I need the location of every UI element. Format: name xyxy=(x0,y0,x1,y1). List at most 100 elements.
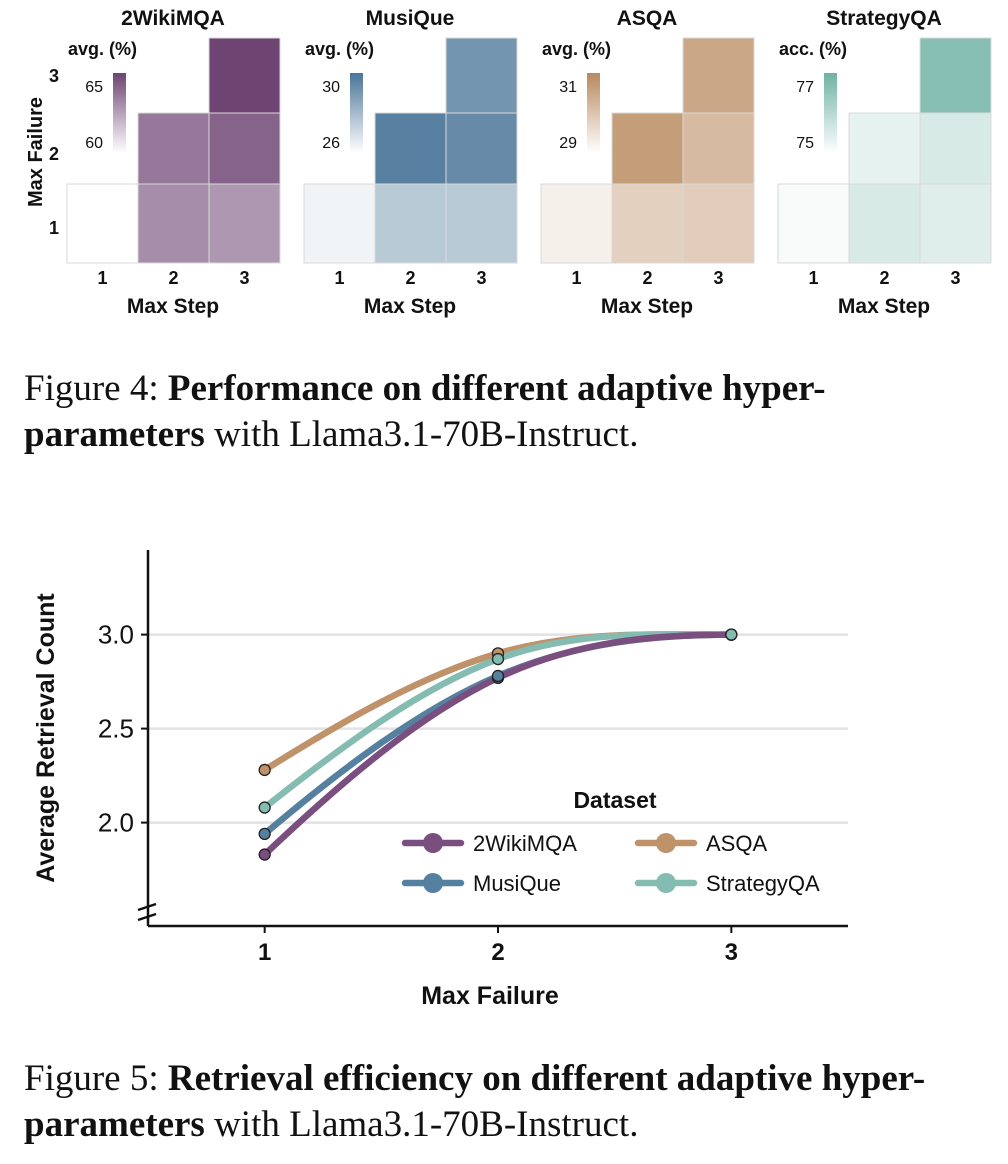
data-point-strategyqa xyxy=(725,628,738,641)
legend-swatch-dot xyxy=(656,833,676,853)
legend-label: ASQA xyxy=(706,831,767,856)
y-tick-label: 3.0 xyxy=(98,620,134,650)
figure-5-line-chart: 2.0 2.5 3.0 1 2 3 Max Failure Average Retrieval… xyxy=(32,550,848,1010)
heatmap-cell xyxy=(682,37,755,114)
x-tick-label: 3 xyxy=(239,268,249,288)
heatmap-cell xyxy=(919,183,992,264)
caption-prefix: Figure 5: xyxy=(24,1058,168,1099)
x-tick-label: 1 xyxy=(334,268,344,288)
x-axis-label: Max Step xyxy=(127,295,219,318)
heatmap-cell xyxy=(848,183,921,264)
legend-title: avg. (%) xyxy=(305,39,374,59)
data-point-strategyqa xyxy=(258,801,271,814)
legend-label: MusiQue xyxy=(473,871,561,896)
y-tick-label: 2 xyxy=(49,144,59,164)
heatmap-title: StrategyQA xyxy=(826,7,942,30)
colorbar-tick: 75 xyxy=(796,135,814,152)
heatmap-cell xyxy=(374,183,447,264)
x-tick-label: 2 xyxy=(491,939,504,966)
axis-break-mark xyxy=(137,902,157,912)
legend-swatch-dot xyxy=(423,873,443,893)
legend-label: StrategyQA xyxy=(706,871,820,896)
x-axis-label: Max Step xyxy=(601,295,693,318)
heatmap-cell xyxy=(682,112,755,185)
x-tick-label: 1 xyxy=(97,268,107,288)
y-tick-label: 2.0 xyxy=(98,808,134,838)
y-tick-label: 2.5 xyxy=(98,714,134,744)
heatmap-cell xyxy=(611,183,684,264)
heatmap-cell xyxy=(445,183,518,264)
colorbar-tick: 29 xyxy=(559,135,577,152)
x-tick-label: 2 xyxy=(405,268,415,288)
colorbar xyxy=(350,73,363,153)
x-tick-label: 1 xyxy=(808,268,818,288)
legend-label: 2WikiMQA xyxy=(473,831,577,856)
y-axis-label: Average Retrieval Count xyxy=(32,593,60,883)
x-axis-label: Max Failure xyxy=(421,982,559,1010)
colorbar-tick: 30 xyxy=(322,79,340,96)
colorbar-tick: 65 xyxy=(85,79,103,96)
data-point-strategyqa xyxy=(491,652,505,666)
heatmap-2wikimqa: 2WikiMQA avg. (%) 65 60 1 2 3 Max Step xyxy=(66,7,281,318)
caption-suffix: with Llama3.1-70B-Instruct. xyxy=(204,1104,639,1145)
data-point-musique xyxy=(491,669,505,683)
x-tick-label: 1 xyxy=(258,939,271,966)
legend-swatch-dot xyxy=(423,833,443,853)
colorbar xyxy=(587,73,600,153)
heatmap-title: MusiQue xyxy=(366,7,455,30)
heatmap-cell xyxy=(445,112,518,185)
caption-prefix: Figure 4: xyxy=(24,368,168,409)
heatmap-cell xyxy=(919,37,992,114)
heatmap-cell xyxy=(540,183,613,264)
heatmap-cell xyxy=(848,112,921,185)
legend-title: avg. (%) xyxy=(542,39,611,59)
figure-4-heatmaps: Max Failure 2WikiMQA avg. (%) 65 60 1 2 3 Max S… xyxy=(25,7,992,318)
legend-title: acc. (%) xyxy=(779,39,847,59)
colorbar-tick: 31 xyxy=(559,79,577,96)
caption-suffix: with Llama3.1-70B-Instruct. xyxy=(204,414,639,455)
legend-title: avg. (%) xyxy=(68,39,137,59)
colorbar xyxy=(824,73,837,153)
colorbar-tick: 26 xyxy=(322,135,340,152)
heatmap-strategyqa: StrategyQA acc. (%) 77 75 1 2 3 Max Step xyxy=(777,7,992,318)
heatmap-cell xyxy=(137,112,210,185)
figure-4-caption: Figure 4: Performance on different adapt… xyxy=(24,366,994,458)
heatmap-cell xyxy=(682,183,755,264)
data-point-asqa xyxy=(258,763,271,777)
heatmap-title: ASQA xyxy=(617,7,678,30)
data-point-musique xyxy=(258,827,271,841)
heatmap-cell xyxy=(208,112,281,185)
x-tick-label: 3 xyxy=(725,939,738,966)
heatmap-title: 2WikiMQA xyxy=(121,7,225,30)
x-tick-label: 3 xyxy=(950,268,960,288)
legend-swatch-dot xyxy=(656,873,676,893)
heatmap-cell xyxy=(303,183,376,264)
caption-bold: Performance on different adaptive hyper-… xyxy=(24,368,826,455)
heatmap-cell xyxy=(137,183,210,264)
y-axis-label-max-failure: Max Failure xyxy=(25,97,47,207)
legend-title: Dataset xyxy=(573,787,656,813)
heatmap-cell xyxy=(208,37,281,114)
x-tick-label: 2 xyxy=(879,268,889,288)
axis-break-mark xyxy=(137,912,157,922)
y-tick-label: 1 xyxy=(49,218,59,238)
heatmap-cell xyxy=(611,112,684,185)
x-tick-label: 2 xyxy=(642,268,652,288)
x-tick-label: 3 xyxy=(476,268,486,288)
y-tick-label: 3 xyxy=(49,66,59,86)
heatmap-cell xyxy=(445,37,518,114)
x-tick-label: 1 xyxy=(571,268,581,288)
heatmap-musique: MusiQue avg. (%) 30 26 1 2 3 Max Step xyxy=(303,7,518,318)
heatmap-cell xyxy=(374,112,447,185)
colorbar-tick: 60 xyxy=(85,135,103,152)
figure-5-caption: Figure 5: Retrieval efficiency on differ… xyxy=(24,1056,994,1148)
colorbar-tick: 77 xyxy=(796,79,814,96)
caption-bold: Retrieval efficiency on different adapti… xyxy=(24,1058,926,1145)
heatmap-cell xyxy=(208,183,281,264)
x-axis-label: Max Step xyxy=(364,295,456,318)
x-tick-label: 3 xyxy=(713,268,723,288)
heatmap-cell xyxy=(66,183,139,264)
heatmap-panels: 2WikiMQA avg. (%) 65 60 1 2 3 Max Step MusiQue av… xyxy=(49,7,992,318)
x-axis-label: Max Step xyxy=(838,295,930,318)
